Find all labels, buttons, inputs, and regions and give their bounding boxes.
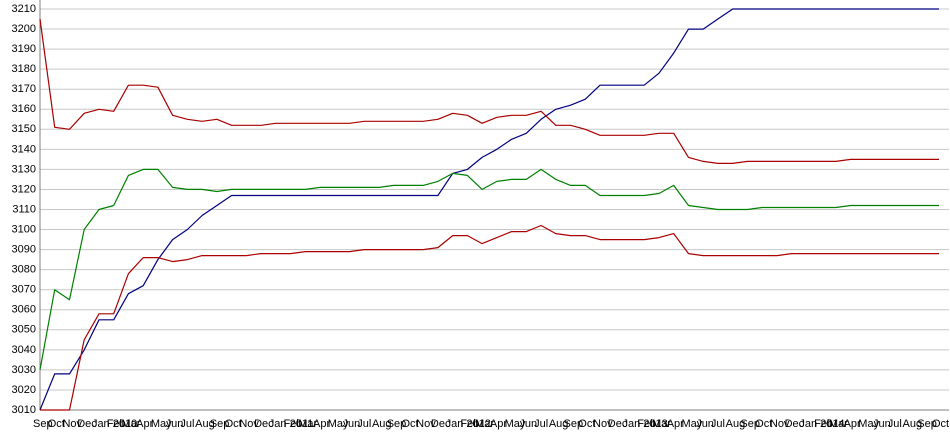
x-tick-label: Dec <box>77 418 97 430</box>
x-tick-label: Oct <box>755 418 772 430</box>
x-tick-label: Apr <box>490 418 507 430</box>
y-tick-label: 3020 <box>12 384 36 396</box>
y-tick-label: 3210 <box>12 3 36 15</box>
x-tick-label: Nov <box>416 418 436 430</box>
x-tick-label: Oct <box>48 418 65 430</box>
x-tick-label: Oct <box>401 418 418 430</box>
x-tick-label: Oct <box>932 418 949 430</box>
x-tick-label: Sep <box>740 418 760 430</box>
y-tick-label: 3080 <box>12 264 36 276</box>
x-tick-label: Jun <box>696 418 714 430</box>
x-tick-label: Aug <box>903 418 923 430</box>
x-tick-label: Aug <box>372 418 392 430</box>
x-tick-label: Dec <box>608 418 628 430</box>
x-tick-label: Nov <box>770 418 790 430</box>
x-tick-label: Jan 2010 <box>92 418 137 430</box>
x-tick-label: May <box>328 418 349 430</box>
x-tick-label: Jul <box>534 418 548 430</box>
x-tick-label: Dec <box>431 418 451 430</box>
x-tick-label: Jan 2011 <box>269 418 313 430</box>
series-line <box>39 8 939 411</box>
x-tick-label: Jul <box>711 418 725 430</box>
x-tick-label: Feb <box>460 418 479 430</box>
x-tick-label: Jun <box>519 418 537 430</box>
x-tick-label: Jan 2012 <box>446 418 491 430</box>
series-line <box>39 168 939 371</box>
y-tick-label: 3130 <box>12 163 36 175</box>
x-tick-label: Aug <box>195 418 215 430</box>
x-tick-label: Jul <box>357 418 371 430</box>
x-tick-label: May <box>505 418 526 430</box>
x-tick-label: Oct <box>225 418 242 430</box>
y-tick-label: 3090 <box>12 244 36 256</box>
x-tick-label: Nov <box>239 418 259 430</box>
x-tick-label: Sep <box>33 418 53 430</box>
x-tick-label: Nov <box>62 418 82 430</box>
y-tick-label: 3040 <box>12 344 36 356</box>
y-tick-label: 3150 <box>12 123 36 135</box>
x-tick-label: Mar <box>652 418 671 430</box>
x-tick-label: Dec <box>254 418 274 430</box>
x-tick-label: Mar <box>298 418 317 430</box>
x-tick-label: Apr <box>667 418 684 430</box>
y-tick-label: 3050 <box>12 324 36 336</box>
x-tick-label: Apr <box>313 418 330 430</box>
x-tick-label: Feb <box>107 418 126 430</box>
x-tick-label: May <box>151 418 172 430</box>
y-tick-label: 3170 <box>12 83 36 95</box>
y-tick-label: 3140 <box>12 143 36 155</box>
x-tick-label: Jan 2014 <box>799 418 844 430</box>
y-tick-label: 3060 <box>12 304 36 316</box>
y-tick-label: 3190 <box>12 43 36 55</box>
x-tick-label: Jul <box>888 418 902 430</box>
x-tick-label: Feb <box>814 418 833 430</box>
x-tick-label: Sep <box>387 418 407 430</box>
x-tick-label: Feb <box>284 418 303 430</box>
y-tick-label: 3200 <box>12 23 36 35</box>
x-tick-label: Oct <box>578 418 595 430</box>
y-tick-label: 3180 <box>12 63 36 75</box>
x-tick-label: Jul <box>180 418 194 430</box>
y-tick-label: 3070 <box>12 284 36 296</box>
y-tick-label: 3160 <box>12 103 36 115</box>
x-tick-label: Jan 2013 <box>623 418 668 430</box>
y-tick-label: 3100 <box>12 223 36 235</box>
x-tick-label: Apr <box>844 418 861 430</box>
y-tick-label: 3120 <box>12 183 36 195</box>
y-tick-label: 3010 <box>12 404 36 416</box>
x-tick-label: Jun <box>873 418 891 430</box>
x-tick-label: Sep <box>917 418 937 430</box>
x-tick-label: May <box>681 418 702 430</box>
series-line <box>40 224 939 411</box>
y-tick-label: 3030 <box>12 364 36 376</box>
x-tick-label: May <box>858 418 879 430</box>
x-tick-label: Nov <box>593 418 613 430</box>
x-tick-label: Aug <box>726 418 746 430</box>
x-tick-label: Dec <box>785 418 805 430</box>
x-tick-label: Mar <box>475 418 494 430</box>
x-tick-label: Jun <box>342 418 360 430</box>
x-tick-label: Sep <box>210 418 230 430</box>
series-line <box>39 18 939 164</box>
x-tick-label: Apr <box>136 418 153 430</box>
x-tick-label: Sep <box>564 418 584 430</box>
x-tick-label: Aug <box>549 418 569 430</box>
x-tick-label: Jun <box>166 418 184 430</box>
y-tick-label: 3110 <box>12 203 36 215</box>
x-tick-label: Feb <box>637 418 656 430</box>
x-tick-label: Mar <box>829 418 848 430</box>
x-tick-label: Mar <box>121 418 140 430</box>
